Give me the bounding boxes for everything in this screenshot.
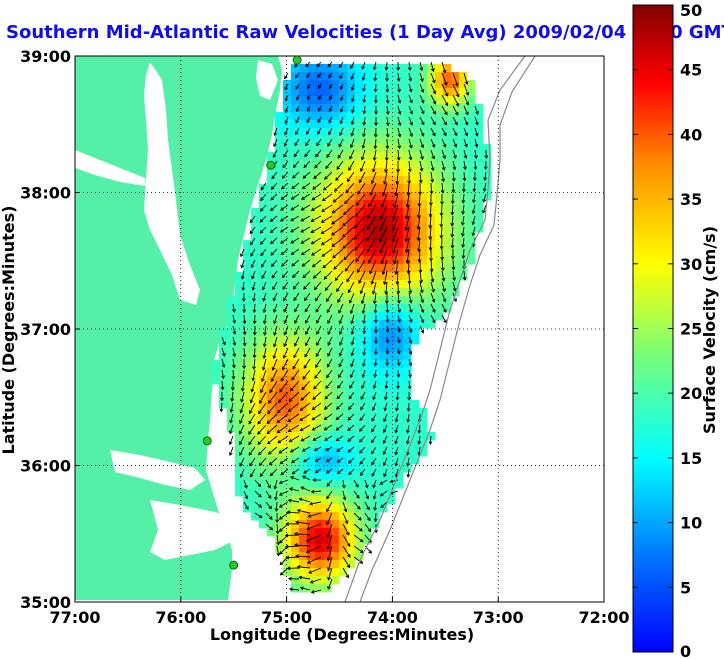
colorbar-tick-label: 30 <box>680 255 702 274</box>
potomac-river <box>75 150 146 186</box>
colorbar-tick-label: 15 <box>680 449 702 468</box>
colorbar <box>632 4 674 653</box>
y-axis-label: Latitude (Degrees:Minutes) <box>0 206 18 455</box>
colorbar-tick-label: 45 <box>680 61 702 80</box>
x-tick-label: 72:00 <box>579 608 630 627</box>
x-tick-label: 73:00 <box>473 608 524 627</box>
y-tick-label: 38:00 <box>20 184 71 203</box>
station-marker <box>266 160 276 170</box>
station-marker <box>292 55 302 65</box>
colorbar-tick-label: 35 <box>680 190 702 209</box>
colorbar-tick-label: 20 <box>680 384 702 403</box>
y-tick-label: 39:00 <box>20 47 71 66</box>
shelf-contour-outer <box>359 56 536 602</box>
colorbar-tick-label: 50 <box>680 1 702 20</box>
x-axis-ticks: 77:00 76:00 75:00 74:00 73:00 72:00 <box>50 597 630 627</box>
map-plot-area <box>75 56 604 602</box>
map-title: Southern Mid-Atlantic Raw Velocities (1 … <box>6 22 724 43</box>
colorbar-label: Surface Velocity (cm/s) <box>700 226 719 434</box>
chesapeake-bay <box>144 62 200 305</box>
x-tick-label: 76:00 <box>155 608 206 627</box>
y-tick-label: 36:00 <box>20 457 71 476</box>
x-tick-label: 77:00 <box>50 608 101 627</box>
colorbar-tick-label: 25 <box>680 320 702 339</box>
x-tick-label: 75:00 <box>261 608 312 627</box>
map-grid <box>75 56 604 602</box>
y-tick-label: 35:00 <box>20 593 71 612</box>
colorbar-tick-label: 0 <box>680 642 691 659</box>
colorbar-tick-label: 40 <box>680 125 702 144</box>
colorbar-tick-label: 10 <box>680 514 702 533</box>
shelf-contour-inner <box>344 56 526 602</box>
station-marker <box>229 560 239 570</box>
pamlico-sound <box>150 500 240 560</box>
radar-stations <box>202 55 302 570</box>
velocity-coverage <box>211 64 492 593</box>
x-axis-label: Longitude (Degrees:Minutes) <box>210 625 474 644</box>
station-marker <box>202 436 212 446</box>
y-axis-ticks: 35:00 36:00 37:00 38:00 39:00 <box>20 47 80 612</box>
barrier-island-gap <box>212 440 232 500</box>
colorbar-tick-label: 5 <box>680 578 691 597</box>
x-tick-label: 74:00 <box>367 608 418 627</box>
albemarle-sound <box>110 450 205 490</box>
delaware-bay <box>256 60 278 100</box>
colorbar-ticks: 0 5 10 15 20 25 30 35 40 45 50 <box>633 1 702 659</box>
y-tick-label: 37:00 <box>20 320 71 339</box>
